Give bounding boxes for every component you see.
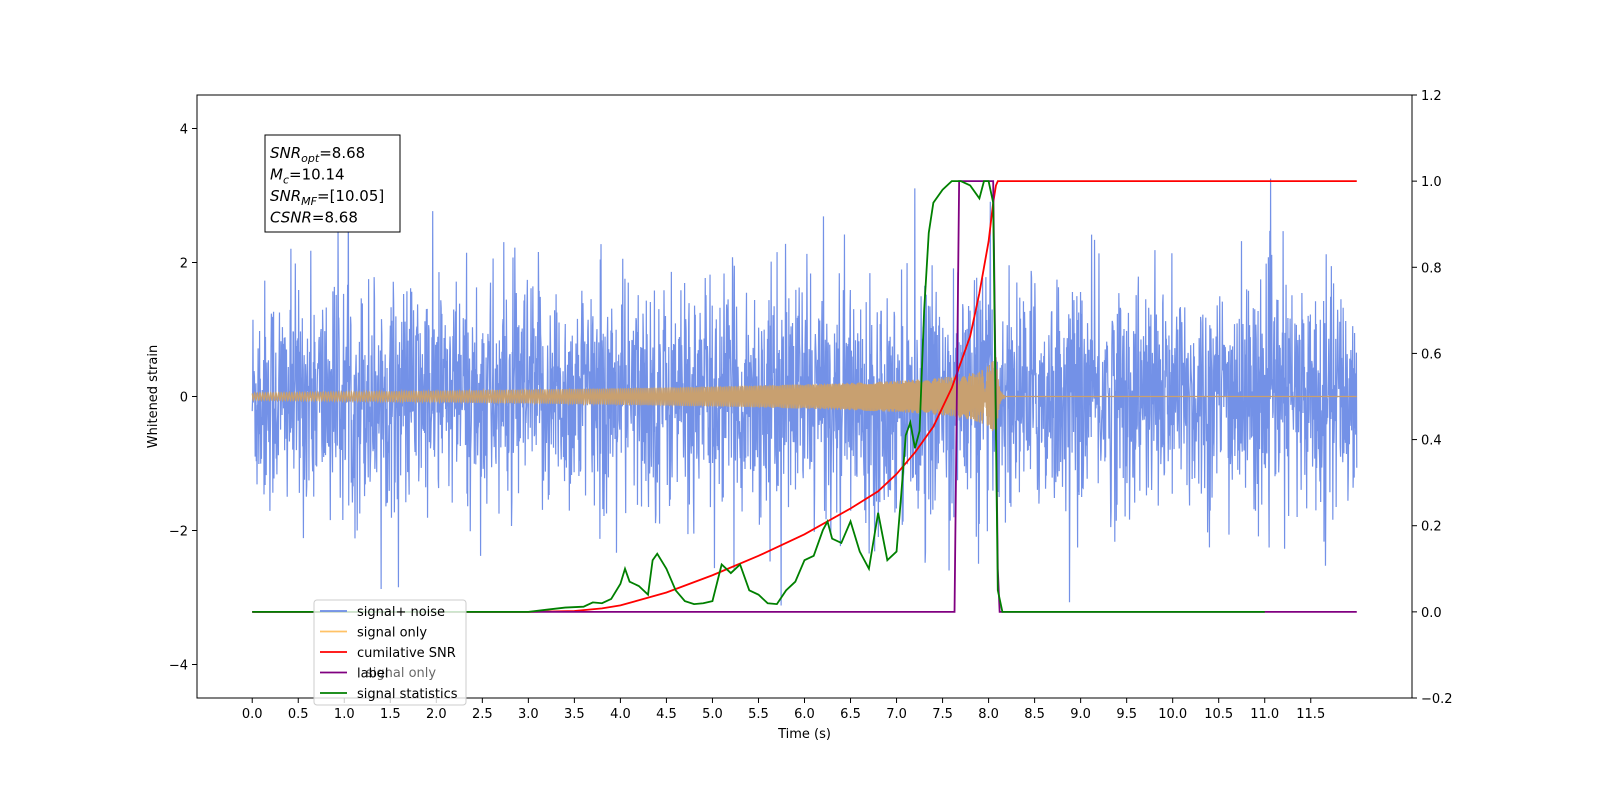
y-tick-label: 4	[180, 123, 188, 138]
series-label	[252, 180, 1357, 613]
signal-line	[251, 357, 1357, 441]
x-tick-label: 0.5	[288, 707, 309, 722]
y2-tick-label: 0.0	[1421, 606, 1442, 621]
x-tick-label: 6.0	[794, 707, 815, 722]
x-tick-label: 0.0	[242, 707, 263, 722]
x-tick-label: 6.5	[840, 707, 861, 722]
annotation-frame	[264, 134, 401, 233]
x-tick-label: 10.0	[1158, 707, 1187, 722]
x-tick-label: 4.0	[610, 707, 631, 722]
y-tick-label: −2	[169, 525, 188, 540]
x-tick-label: 11.5	[1296, 707, 1325, 722]
annotation-line: CSNR=8.68	[270, 209, 358, 227]
y2-axis-ticks: 1.2 1.0 0.8 0.6 0.4 0.2 0.0 −0.2	[1412, 89, 1453, 707]
x-tick-label: 7.0	[886, 707, 907, 722]
x-tick-label: 9.0	[1070, 707, 1091, 722]
y-tick-label: 0	[180, 391, 188, 406]
x-tick-label: 3.5	[564, 707, 585, 722]
x-tick-label: 4.5	[656, 707, 677, 722]
x-axis-ticks: 0.0 0.5 1.0 1.5 2.0 2.5 3.0 3.5 4.0 4.5 5.0 5.5 6.0 6…	[242, 698, 1325, 722]
annotation-line: SNRopt=8.68	[270, 144, 365, 165]
right-axis-series	[252, 180, 1357, 613]
series-signal-noise	[251, 178, 1358, 606]
x-tick-label: 11.0	[1250, 707, 1279, 722]
x-tick-label: 2.0	[426, 707, 447, 722]
x-tick-label: 3.0	[518, 707, 539, 722]
x-tick-label: 1.5	[380, 707, 401, 722]
x-tick-label: 2.5	[472, 707, 493, 722]
series-signal-statistics	[252, 180, 1265, 613]
legend-label: signal+ noise	[357, 605, 445, 620]
legend: signal+ noise signal only cumilative SNR la…	[313, 599, 467, 706]
x-axis-label: Time (s)	[777, 727, 831, 742]
legend-label: signal statistics	[357, 687, 458, 702]
series-cumilative-snr	[252, 180, 1357, 613]
x-tick-label: 8.0	[978, 707, 999, 722]
x-tick-label: 10.5	[1204, 707, 1233, 722]
legend-label: cumilative SNR	[357, 646, 456, 661]
y2-tick-label: −0.2	[1421, 692, 1453, 707]
x-tick-label: 8.5	[1024, 707, 1045, 722]
y2-tick-label: 0.2	[1421, 520, 1442, 535]
legend-label: label	[357, 667, 388, 682]
annotation-line: Mc=10.14	[270, 166, 345, 187]
y2-tick-label: 0.8	[1421, 261, 1442, 276]
y2-tick-label: 0.6	[1421, 347, 1442, 362]
y-tick-label: −4	[169, 659, 188, 674]
legend-hidden-text: signal only	[366, 666, 436, 681]
y-axis-label: Whitened strain	[146, 345, 161, 448]
x-tick-label: 1.0	[334, 707, 355, 722]
x-tick-label: 5.0	[702, 707, 723, 722]
y2-tick-label: 1.2	[1421, 89, 1442, 104]
legend-frame	[313, 599, 467, 706]
annotation-box: SNRopt=8.68Mc=10.14SNRMF=[10.05]CSNR=8.6…	[264, 134, 401, 233]
y2-tick-label: 1.0	[1421, 175, 1442, 190]
x-tick-label: 7.5	[932, 707, 953, 722]
series-signal-only	[251, 357, 1357, 441]
annotation-line: SNRMF=[10.05]	[270, 187, 384, 208]
x-tick-label: 9.5	[1116, 707, 1137, 722]
legend-label: signal only	[357, 626, 427, 641]
x-tick-label: 5.5	[748, 707, 769, 722]
y2-tick-label: 0.4	[1421, 434, 1442, 449]
y-axis-ticks: 4 2 0 −2 −4	[169, 123, 197, 674]
noise-line	[251, 178, 1358, 606]
y-tick-label: 2	[180, 257, 188, 272]
